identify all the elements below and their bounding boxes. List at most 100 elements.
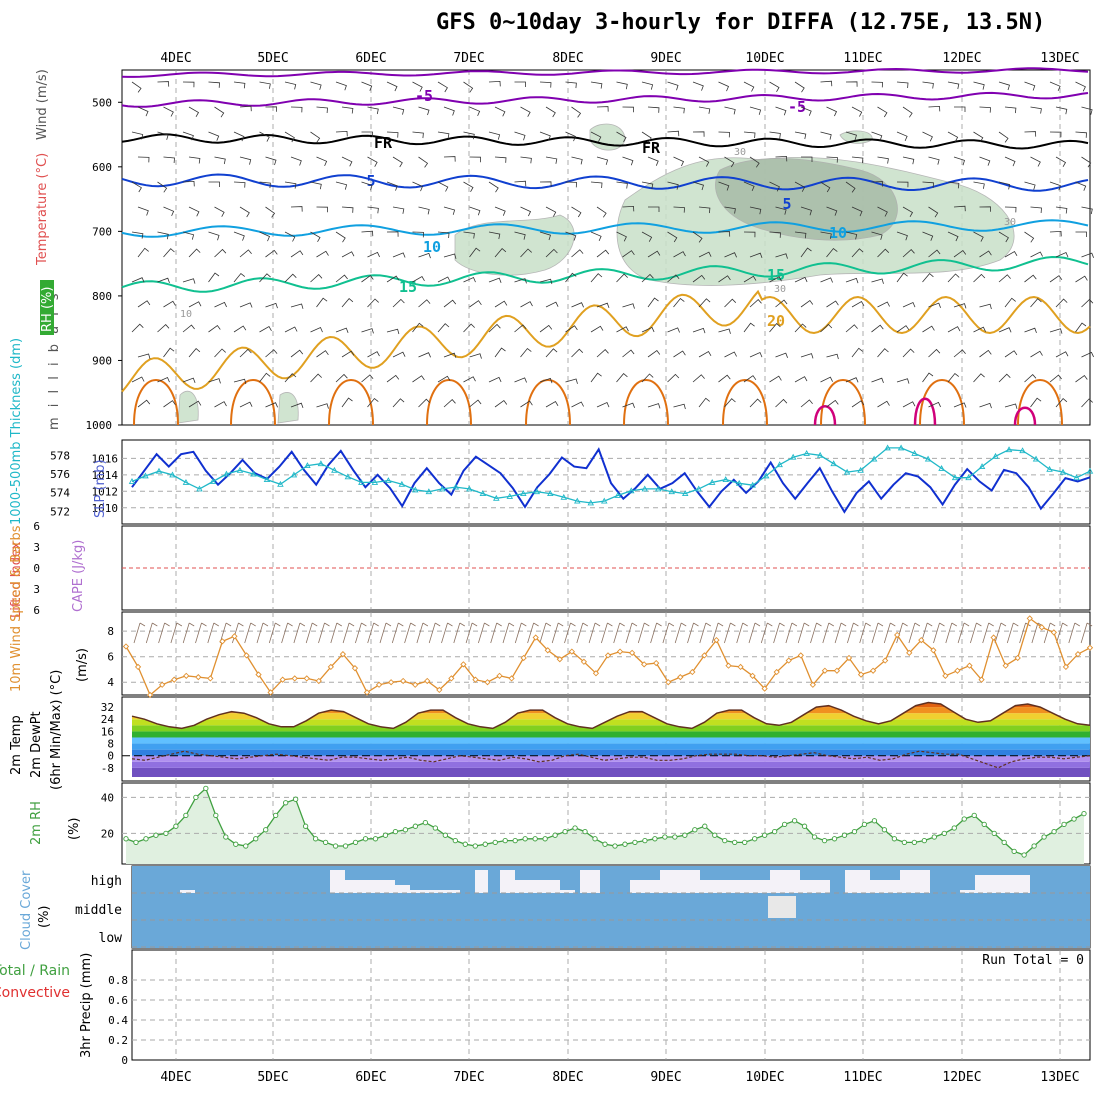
wind-barb: [947, 326, 961, 333]
wind-barb: [1004, 350, 1018, 358]
wind-barb: [648, 206, 660, 212]
date-label-top: 9DEC: [650, 51, 681, 66]
wind-barb: [794, 323, 807, 333]
surface-wind-barb: [699, 622, 712, 644]
surface-wind-barb: [982, 622, 994, 644]
wind-barb: [188, 301, 202, 308]
wind-barb: [973, 131, 984, 143]
wind-barb: [724, 298, 737, 308]
rh-point: [941, 830, 947, 837]
wind-barb: [310, 81, 322, 90]
panel-frame-1: [121, 439, 1091, 525]
wind-barb: [341, 350, 355, 358]
wind-barb: [316, 250, 329, 258]
rh-point: [881, 827, 888, 833]
wind-barb: [647, 156, 659, 166]
wind-barb: [953, 205, 966, 212]
temp-tick-label: 24: [101, 713, 115, 726]
surface-wind-barb: [625, 622, 638, 644]
wind-barb: [698, 206, 711, 214]
upper-air-tick-label: 900: [92, 354, 112, 367]
rh-shaded-region: [715, 158, 898, 241]
thickness-point: [614, 492, 622, 498]
contour-label: FR: [374, 134, 393, 152]
thickness-point: [560, 493, 568, 500]
wind-barb: [259, 131, 270, 142]
rh-point: [193, 794, 199, 801]
wind-barb: [1081, 351, 1094, 358]
wind-speed-point: [448, 675, 455, 682]
wind-barb: [902, 348, 915, 358]
rh-point: [901, 839, 908, 846]
cloud-ylabel: Cloud Cover: [19, 870, 34, 950]
wind-barb: [469, 206, 481, 216]
surface-wind-barb: [367, 622, 379, 644]
thickness-point: [236, 466, 244, 473]
panel-frame-3: [121, 611, 1091, 696]
surface-wind-barb: [145, 622, 158, 644]
wind-barb: [290, 206, 303, 212]
high-cloud-gap: [800, 880, 830, 893]
wind-barb: [463, 376, 476, 383]
date-label-bottom: 5DEC: [257, 1070, 288, 1085]
wind-barb: [514, 324, 527, 333]
wind-barb: [698, 350, 712, 358]
date-label-bottom: 7DEC: [453, 1070, 484, 1085]
wind-barb: [233, 231, 245, 241]
wind-barb: [208, 231, 220, 241]
rh-point: [392, 828, 399, 835]
temp-band: [132, 743, 1090, 750]
surface-wind-barb: [527, 622, 539, 644]
wind-barb: [1049, 131, 1062, 138]
wind-barb: [488, 131, 501, 140]
date-label-bottom: 13DEC: [1040, 1070, 1079, 1085]
wind-barb: [775, 106, 787, 116]
wind-barb: [157, 81, 170, 87]
thickness-point: [466, 485, 473, 492]
surface-wind-barb: [748, 622, 761, 644]
temp-ylabel-1: 2m Temp: [9, 715, 24, 775]
wind-barb: [794, 181, 806, 192]
wind-barb: [316, 403, 329, 409]
wind-barb: [386, 275, 400, 283]
surface-wind-barb: [1043, 622, 1056, 644]
wind-barb: [596, 302, 610, 309]
temp-25-loop: [133, 379, 179, 426]
wind-barb: [775, 155, 788, 162]
wind-speed-point: [327, 663, 334, 671]
thickness-point: [911, 450, 918, 456]
rh-point: [312, 836, 319, 842]
high-cloud-gap: [660, 870, 700, 893]
wind-speed-point: [387, 679, 395, 686]
wind-barb: [367, 106, 379, 115]
rh-point: [422, 819, 429, 826]
wind-barb: [775, 352, 788, 358]
wind-barb: [386, 181, 398, 191]
date-label-bottom: 9DEC: [650, 1070, 681, 1085]
wind-barb: [820, 131, 832, 140]
rh-point: [831, 836, 838, 842]
rh-point: [552, 832, 558, 838]
wind-barb: [367, 156, 378, 167]
thickness-point: [870, 455, 878, 462]
wind-barb: [647, 403, 661, 409]
wind-barb: [259, 273, 271, 283]
wind-barb: [743, 181, 755, 192]
wind-barb: [259, 181, 271, 189]
wind-barb: [718, 328, 731, 334]
rh-point: [133, 839, 139, 846]
high-cloud-gap: [475, 870, 488, 893]
wind-barb: [539, 278, 553, 285]
wind-speed-point: [231, 633, 238, 640]
wind-barb: [392, 351, 406, 358]
wind-barb: [1081, 206, 1093, 215]
rh-point: [482, 841, 488, 847]
rh-point: [402, 827, 409, 833]
thickness-point: [128, 478, 136, 484]
wind-barb: [316, 206, 328, 213]
thickness-point: [938, 464, 945, 471]
rh-point: [771, 828, 778, 835]
wind-barb: [800, 353, 814, 359]
thickness-point: [735, 479, 743, 486]
surface-wind-barb: [404, 622, 416, 644]
